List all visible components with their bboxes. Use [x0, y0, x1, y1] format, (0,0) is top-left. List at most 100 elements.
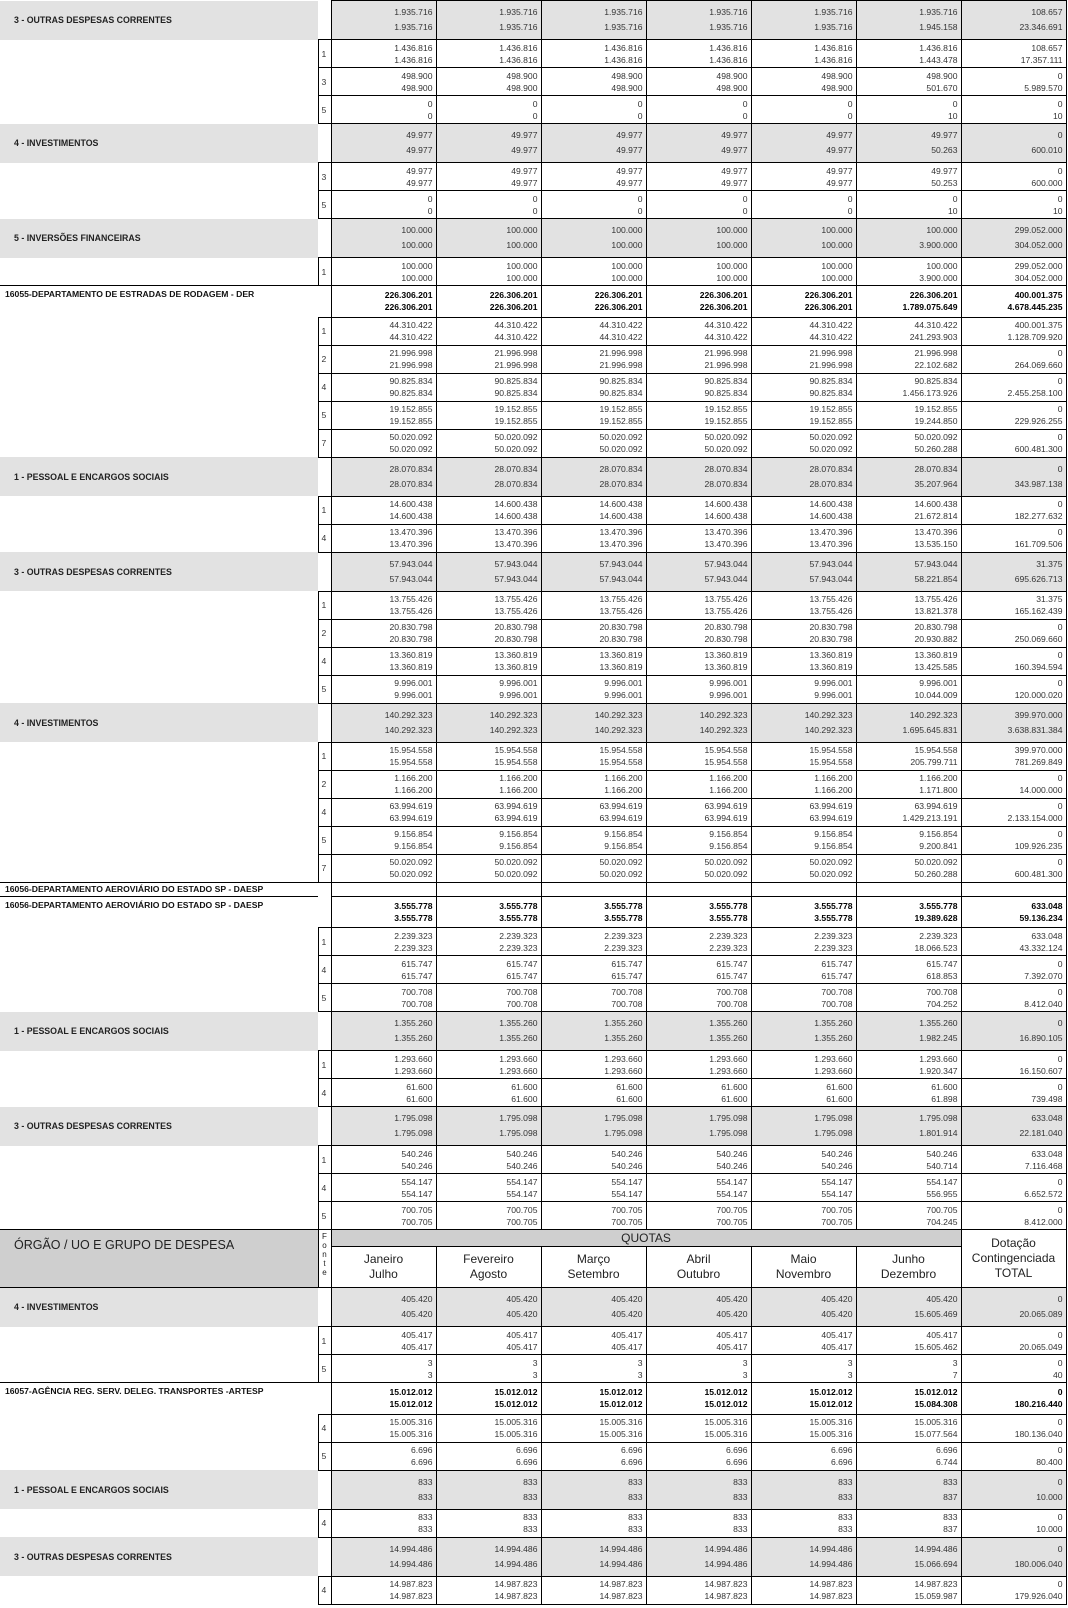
row-fonte [318, 882, 331, 896]
quota-cell: 49.977 49.977 [540, 123, 647, 163]
value-first-half: 554.147 [506, 1176, 538, 1187]
value-first-half: 226.306.201 [909, 290, 958, 301]
value-second-half: 304.052.000 [1014, 240, 1063, 250]
quota-cell: 50.020.092 50.020.092 [750, 853, 857, 883]
total-cell: 0 229.926.255 [960, 400, 1067, 430]
value-first-half: 400.001.375 [1014, 320, 1063, 330]
value-second-half: 1.166.200 [394, 785, 433, 795]
row-label [0, 591, 318, 619]
quota-cell: 19.152.855 19.152.855 [540, 400, 647, 430]
value-first-half: 21.996.998 [599, 348, 643, 358]
value-second-half: 15.005.316 [704, 1429, 748, 1439]
quota-cell: 615.747 615.747 [540, 955, 647, 984]
value-first-half: 14.994.486 [389, 1543, 433, 1554]
quota-cell: 540.246 540.246 [540, 1145, 647, 1174]
quota-cell: 50.020.092 50.020.092 [645, 428, 752, 458]
value-first-half: 63.994.619 [494, 801, 538, 811]
expense-group-row: 1 - PESSOAL E ENCARGOS SOCIAIS 28.070.834… [0, 456, 1067, 497]
quota-cell: 44.310.422 44.310.422 [540, 316, 647, 346]
total-cell: 0 14.000.000 [960, 769, 1067, 799]
value-second-half: 2.239.323 [394, 942, 433, 953]
value-second-half: 20.830.798 [389, 634, 433, 644]
quota-cell: 6.696 6.696 [435, 1441, 542, 1471]
value-second-half: 833 [418, 1491, 433, 1502]
value-first-half: 615.747 [401, 958, 433, 969]
fonte-row: 5 0 0 0 0 0 0 0 0 0 0 0 10 0 10 [0, 190, 1067, 219]
total-cell: 633.048 7.116.468 [960, 1145, 1067, 1174]
value-first-half: 1.935.716 [499, 7, 538, 17]
value-first-half: 49.977 [826, 165, 853, 176]
value-second-half: 1.293.660 [709, 1065, 748, 1076]
value-first-half: 0 [1057, 1204, 1063, 1215]
quota-cell: 14.987.823 14.987.823 [330, 1575, 437, 1605]
value-second-half: 50.020.092 [704, 444, 748, 454]
expense-group-row: 3 - OUTRAS DESPESAS CORRENTES 14.994.486 1… [0, 1536, 1067, 1577]
value-second-half: 781.269.849 [1014, 757, 1063, 767]
value-first-half: 63.994.619 [599, 801, 643, 811]
total-cell: 0 600.010 [960, 123, 1067, 163]
value-second-half: 2.239.323 [499, 942, 538, 953]
value-first-half: 1.795.098 [604, 1113, 643, 1123]
quota-cell: 14.987.823 15.059.987 [855, 1575, 962, 1605]
value-second-half: 2.133.154.000 [1007, 813, 1063, 823]
value-first-half: 6.696 [620, 1445, 643, 1455]
value-first-half: 0 [847, 193, 853, 204]
quota-cell: 140.292.323 140.292.323 [645, 702, 752, 743]
value-second-half: 40 [1052, 1369, 1063, 1380]
value-first-half: 0 [1057, 958, 1063, 969]
row-fonte: 1 [317, 1050, 331, 1079]
quota-cell: 100.000 100.000 [540, 257, 647, 286]
row-fonte: 1 [317, 741, 331, 771]
fonte-row: 2 20.830.798 20.830.798 20.830.798 20.830.79… [0, 618, 1067, 648]
value-first-half: 1.293.660 [814, 1053, 853, 1064]
value-second-half: 90.825.834 [809, 388, 853, 398]
value-second-half: 498.900 [401, 82, 433, 93]
value-first-half: 633.048 [1031, 1113, 1063, 1123]
quota-cell: 13.470.396 13.535.150 [855, 523, 962, 553]
month-first-half: Março [576, 1252, 611, 1266]
value-first-half: 61.600 [931, 1081, 958, 1092]
value-first-half: 1.166.200 [394, 773, 433, 783]
value-second-half: 700.708 [716, 998, 748, 1009]
value-first-half: 833 [418, 1476, 433, 1487]
total-cell: 0 5.989.570 [960, 67, 1067, 96]
quota-cell: 90.825.834 90.825.834 [435, 372, 542, 402]
quota-cell: 15.954.558 15.954.558 [645, 741, 752, 771]
quota-cell: 21.996.998 21.996.998 [750, 344, 857, 374]
row-label [0, 401, 318, 429]
value-first-half: 20.830.798 [494, 622, 538, 632]
total-cell: 0 10 [960, 95, 1067, 124]
row-fonte [318, 124, 331, 163]
value-second-half: 15.012.012 [599, 1399, 643, 1410]
value-first-half: 0 [1057, 1294, 1063, 1304]
value-first-half: 1.166.200 [919, 773, 958, 783]
value-second-half: 9.156.854 [394, 841, 433, 851]
value-second-half: 10 [947, 205, 958, 216]
value-second-half: 343.987.138 [1014, 478, 1063, 489]
quota-cell: 14.600.438 21.672.814 [855, 495, 962, 525]
value-first-half: 15.954.558 [704, 745, 748, 755]
quota-cell: 540.246 540.246 [435, 1145, 542, 1174]
value-second-half: 15.005.316 [599, 1429, 643, 1439]
value-second-half: 61.600 [511, 1093, 538, 1104]
value-second-half: 4.678.445.235 [1007, 302, 1063, 313]
quota-cell: 44.310.422 44.310.422 [750, 316, 857, 346]
value-second-half: 1.436.816 [604, 54, 643, 65]
value-second-half: 13.470.396 [704, 539, 748, 549]
value-first-half: 44.310.422 [599, 320, 643, 330]
quota-cell: 226.306.201 226.306.201 [540, 285, 647, 318]
quota-cell [330, 881, 437, 897]
value-second-half: 10 [1052, 110, 1063, 121]
value-second-half: 13.360.819 [494, 662, 538, 672]
value-second-half: 21.996.998 [494, 360, 538, 370]
value-first-half: 15.005.316 [494, 1417, 538, 1427]
quota-cell: 498.900 501.670 [855, 67, 962, 96]
quota-cell: 405.420 405.420 [330, 1287, 437, 1327]
value-first-half: 14.987.823 [599, 1579, 643, 1589]
value-first-half: 554.147 [401, 1176, 433, 1187]
value-second-half: 14.000.000 [1019, 785, 1063, 795]
value-first-half: 50.020.092 [599, 857, 643, 867]
quota-cell: 50.020.092 50.020.092 [330, 428, 437, 458]
value-first-half: 21.996.998 [704, 348, 748, 358]
